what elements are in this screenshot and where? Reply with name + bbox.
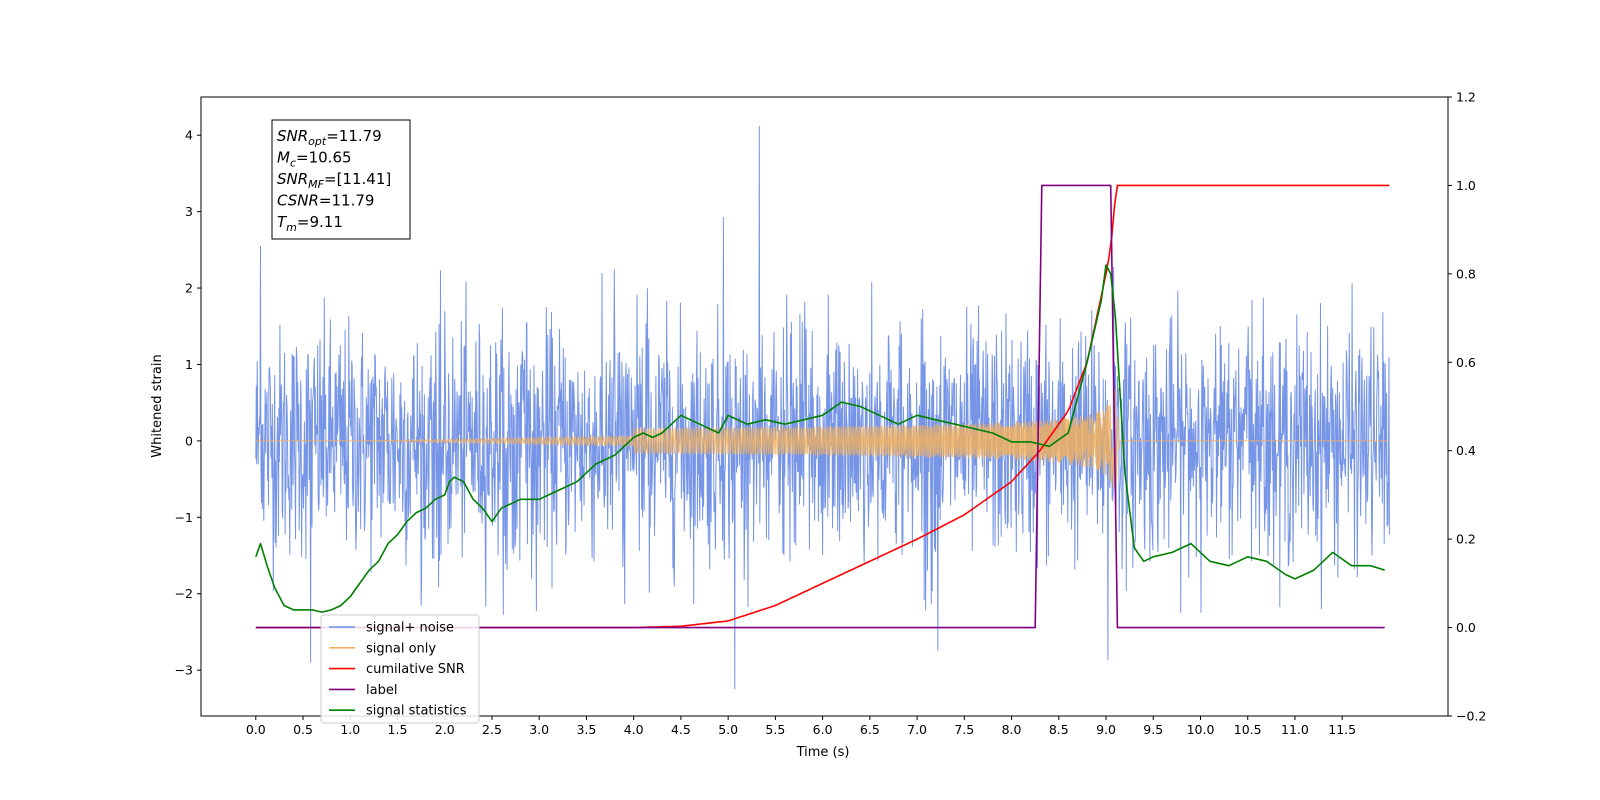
series-signal-noise [255,125,1390,690]
annotation-line: SNRopt=11.79 [277,127,382,148]
legend: signal+ noise signal only cumilative SNR la… [320,614,480,724]
annotation-frame [271,119,411,240]
y-tick-label: −2 [175,586,193,601]
y2-tick-label: 0.6 [1456,355,1476,370]
x-tick-label: 4.5 [671,722,691,737]
x-tick-label: 3.5 [576,722,596,737]
legend-entry: cumilative SNR [366,662,465,677]
series-signal-statistics [255,264,1385,613]
y2-tick-label: 0.0 [1456,620,1476,635]
x-tick-label: 5.0 [718,722,738,737]
x-axis: 0.0 0.5 1.0 1.5 2.0 2.5 3.0 3.5 4.0 4.5 5.0 5.5 6.0 6… [246,716,1356,737]
legend-entry: signal statistics [366,704,467,719]
x-axis-label: Time (s) [796,745,850,760]
y-tick-label: 0 [185,433,193,448]
x-tick-label: 11.0 [1281,722,1309,737]
annotation-line: Mc=10.65 [277,149,352,170]
y2-tick-label: −0.2 [1456,709,1486,724]
x-tick-label: 7.5 [954,722,974,737]
annotation-line: CSNR=11.79 [277,192,374,210]
y2-tick-label: 1.2 [1456,90,1476,105]
x-tick-label: 8.5 [1049,722,1069,737]
y-axis-right: −0.2 0.0 0.2 0.4 0.6 0.8 1.0 1.2 [1448,90,1486,724]
x-tick-label: 0.0 [246,722,266,737]
x-tick-label: 7.0 [907,722,927,737]
plot-series [255,125,1390,690]
y2-tick-label: 1.0 [1456,178,1476,193]
x-tick-label: 10.5 [1234,722,1262,737]
series-signal-only [255,389,1390,490]
x-tick-label: 3.0 [529,722,549,737]
x-tick-label: 6.0 [813,722,833,737]
legend-entry: signal+ noise [366,621,454,636]
y-axis-label: Whitened strain [150,354,165,457]
x-tick-label: 8.0 [1002,722,1022,737]
y-tick-label: −3 [175,663,193,678]
legend-frame [320,614,480,724]
y-tick-label: 2 [185,281,193,296]
x-tick-label: 2.5 [482,722,502,737]
y-tick-label: −1 [175,510,193,525]
y-axis-left: −3 −2 −1 0 1 2 3 4 [175,128,201,678]
y-tick-label: 1 [185,357,193,372]
x-tick-label: 2.0 [435,722,455,737]
x-tick-label: 10.0 [1187,722,1215,737]
y-tick-label: 4 [185,128,193,143]
annotation-box: SNRopt=11.79Mc=10.65SNRMF=[11.41]CSNR=11… [271,119,411,240]
y2-tick-label: 0.8 [1456,266,1476,281]
x-tick-label: 0.5 [293,722,313,737]
x-tick-label: 5.5 [765,722,785,737]
y-tick-label: 3 [185,204,193,219]
series-label [255,184,1385,629]
legend-entry: signal only [366,641,436,656]
legend-entry: label [366,683,397,698]
plot-frame [200,96,1449,717]
x-tick-label: 9.0 [1096,722,1116,737]
annotation-line: SNRMF=[11.41] [277,170,391,191]
y2-tick-label: 0.4 [1456,443,1476,458]
x-tick-label: 1.5 [388,722,408,737]
x-tick-label: 1.0 [340,722,360,737]
annotation-line: Tm=9.11 [277,213,343,234]
x-tick-label: 9.5 [1143,722,1163,737]
x-tick-label: 4.0 [624,722,644,737]
x-tick-label: 11.5 [1328,722,1356,737]
x-tick-label: 6.5 [860,722,880,737]
y2-tick-label: 0.2 [1456,532,1476,547]
